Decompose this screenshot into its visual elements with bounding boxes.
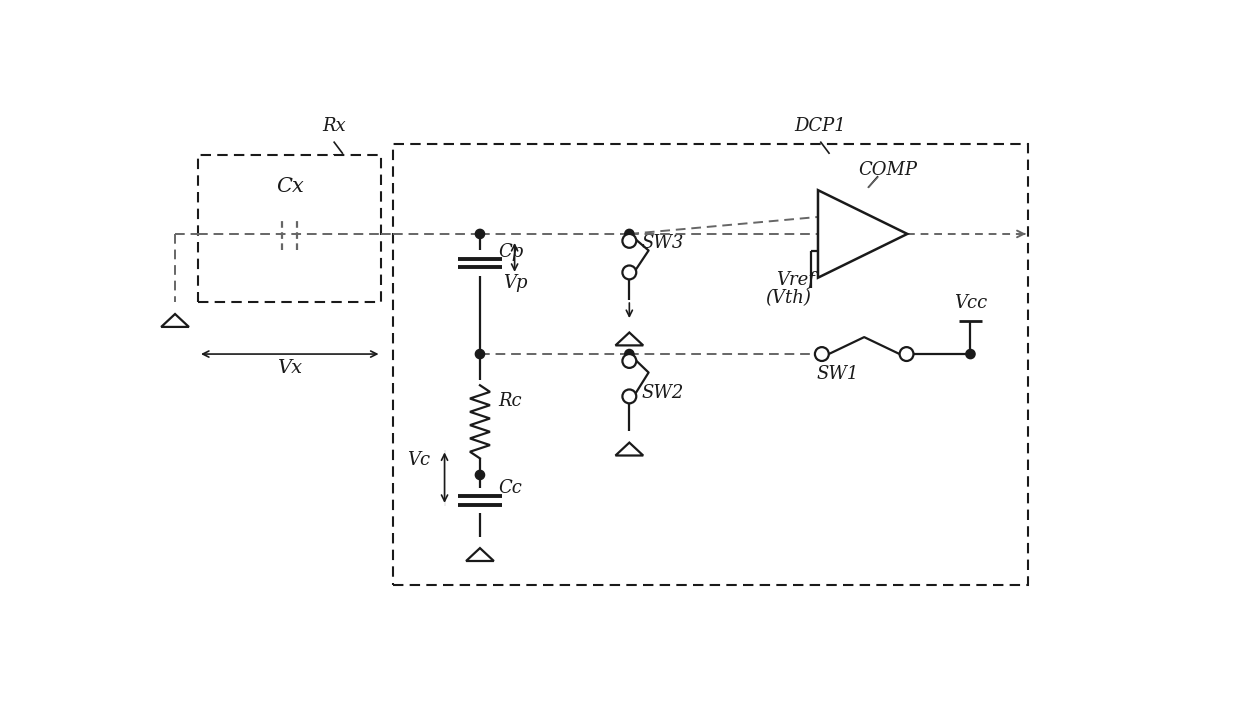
Circle shape bbox=[475, 470, 485, 479]
Circle shape bbox=[475, 230, 485, 239]
Text: Vref: Vref bbox=[776, 271, 815, 289]
Text: Cc: Cc bbox=[498, 479, 522, 497]
Text: (Vth): (Vth) bbox=[765, 289, 811, 307]
Circle shape bbox=[475, 349, 485, 358]
Text: Rc: Rc bbox=[498, 392, 522, 410]
Text: SW3: SW3 bbox=[641, 234, 684, 252]
Circle shape bbox=[625, 230, 634, 239]
Text: SW1: SW1 bbox=[816, 365, 858, 383]
Text: Vp: Vp bbox=[503, 274, 527, 292]
Text: COMP: COMP bbox=[858, 161, 918, 178]
Circle shape bbox=[815, 347, 828, 361]
Polygon shape bbox=[818, 190, 908, 278]
Text: Vc: Vc bbox=[407, 451, 430, 469]
Circle shape bbox=[622, 354, 636, 368]
Circle shape bbox=[622, 265, 636, 279]
Text: Rx: Rx bbox=[322, 117, 346, 135]
Text: SW2: SW2 bbox=[641, 384, 684, 402]
Text: Cx: Cx bbox=[275, 177, 304, 196]
Circle shape bbox=[966, 349, 975, 358]
Text: Vx: Vx bbox=[278, 358, 303, 377]
Circle shape bbox=[625, 349, 634, 358]
Text: DCP1: DCP1 bbox=[795, 117, 846, 135]
Bar bbox=[393, 144, 1028, 585]
Circle shape bbox=[899, 347, 914, 361]
Text: Cp: Cp bbox=[498, 243, 523, 261]
Text: Vcc: Vcc bbox=[954, 294, 987, 312]
Circle shape bbox=[622, 234, 636, 248]
Circle shape bbox=[622, 390, 636, 403]
Bar bbox=[198, 156, 382, 301]
